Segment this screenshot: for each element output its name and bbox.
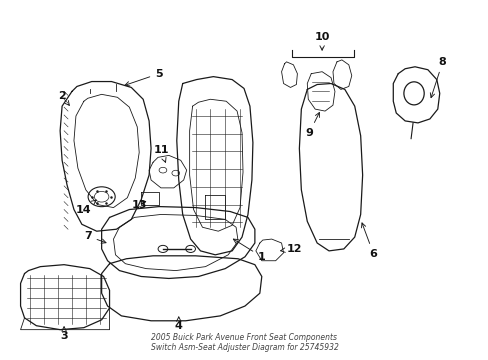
Text: 6: 6 <box>361 223 377 259</box>
Text: 2005 Buick Park Avenue Front Seat Components
Switch Asm-Seat Adjuster Diagram fo: 2005 Buick Park Avenue Front Seat Compon… <box>150 333 338 352</box>
Text: 4: 4 <box>175 317 183 331</box>
Text: 14: 14 <box>76 200 96 215</box>
Text: 7: 7 <box>84 231 106 243</box>
Text: 5: 5 <box>125 69 163 86</box>
Text: 2: 2 <box>58 91 69 105</box>
Text: 9: 9 <box>305 112 319 138</box>
Text: 13: 13 <box>131 199 146 210</box>
Text: 11: 11 <box>153 145 168 162</box>
Text: 10: 10 <box>314 32 329 50</box>
Text: 1: 1 <box>233 239 265 262</box>
Text: 8: 8 <box>429 57 446 98</box>
Text: 12: 12 <box>280 244 302 254</box>
Text: 3: 3 <box>60 327 68 341</box>
